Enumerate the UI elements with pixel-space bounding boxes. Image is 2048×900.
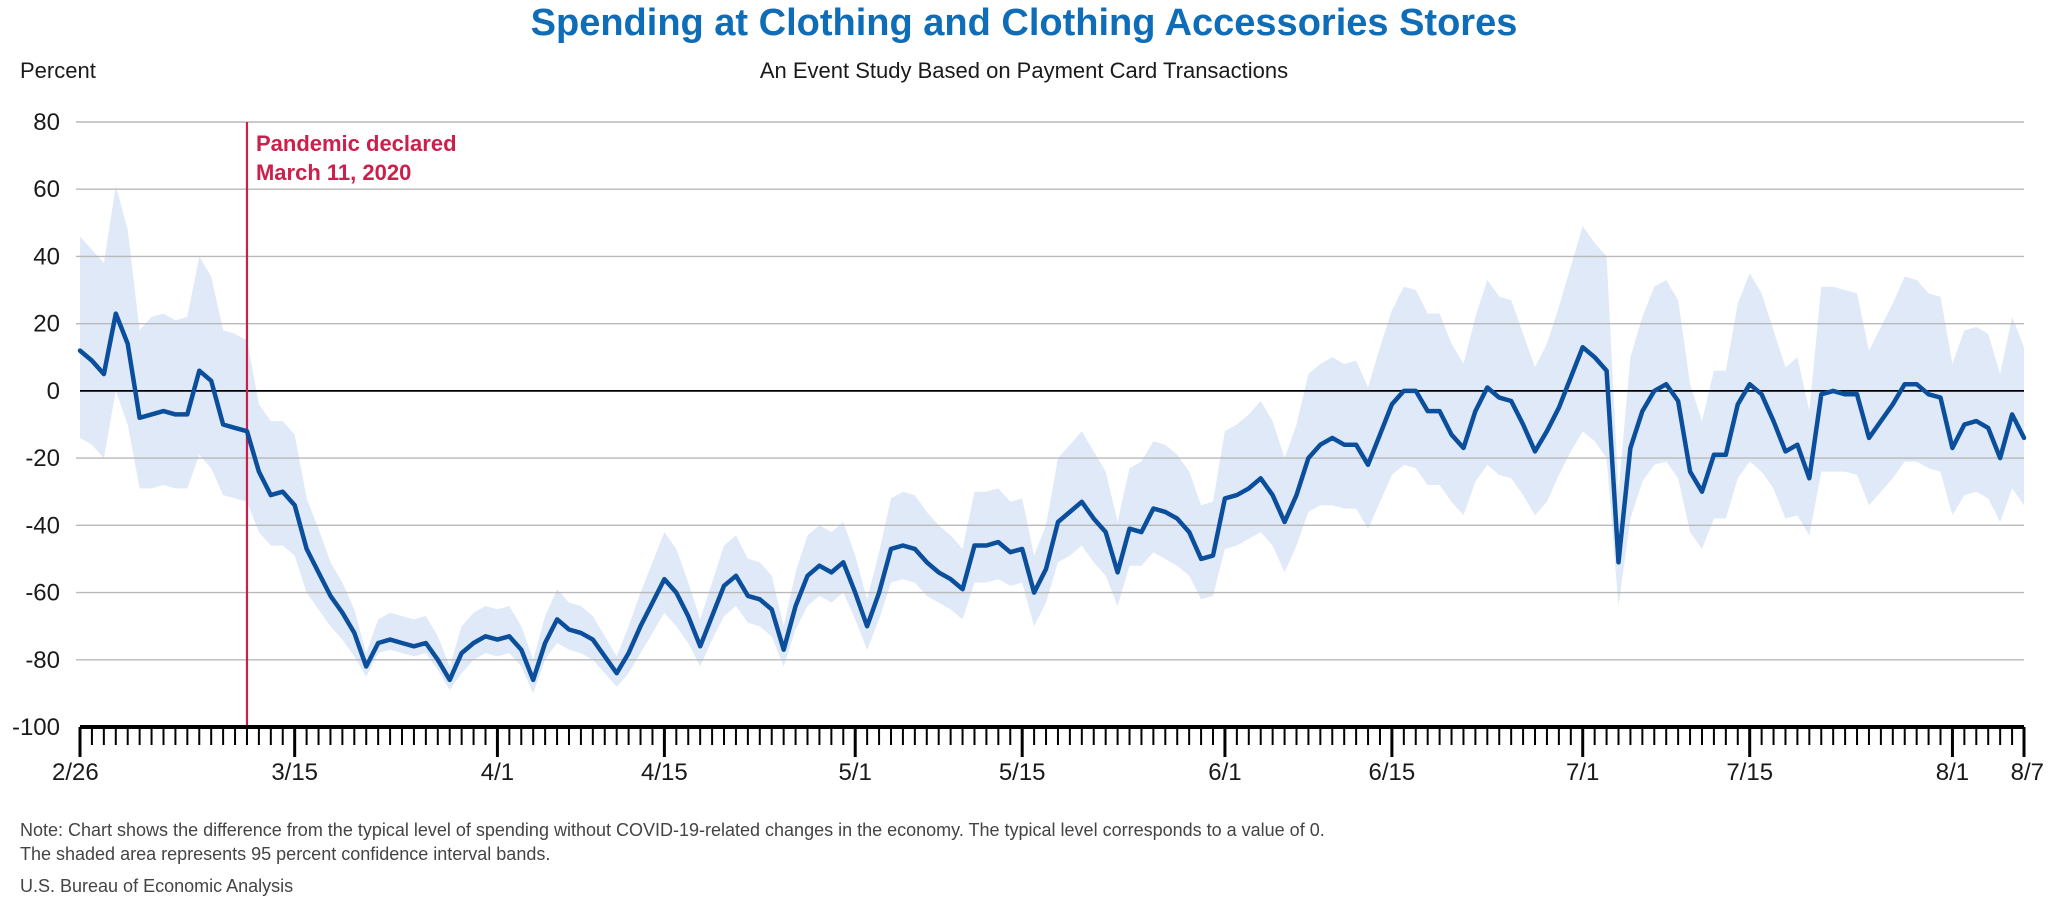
series-line [77, 311, 2027, 683]
annotation-label-line-2: March 11, 2020 [256, 160, 411, 185]
y-tick-label: 0 [47, 378, 60, 405]
y-tick-label: 20 [33, 311, 60, 338]
confidence-band [80, 185, 2024, 694]
y-tick-label: -100 [12, 714, 60, 741]
x-tick-label: 6/1 [1208, 759, 1241, 786]
chart-title: Spending at Clothing and Clothing Access… [530, 2, 1518, 44]
y-tick-label: -40 [25, 512, 60, 539]
x-tick-label: 3/15 [271, 759, 318, 786]
note-line-1: Note: Chart shows the difference from th… [20, 820, 1325, 840]
x-tick-label: 8/7 [2011, 759, 2044, 786]
source-credit: U.S. Bureau of Economic Analysis [20, 876, 294, 896]
y-axis-label: Percent [20, 58, 96, 83]
x-tick-label: 5/1 [839, 759, 872, 786]
y-tick-label: -20 [25, 445, 60, 472]
y-tick-label: 60 [33, 176, 60, 203]
note-line-2: The shaded area represents 95 percent co… [20, 844, 551, 864]
annotation-label-line-1: Pandemic declared [256, 131, 457, 156]
y-tick-label: 40 [33, 243, 60, 270]
y-tick-label: 80 [33, 109, 60, 136]
chart-note: Note: Chart shows the difference from th… [20, 818, 1325, 866]
y-tick-label: -80 [25, 647, 60, 674]
x-tick-label: 7/1 [1566, 759, 1599, 786]
x-tick-label: 2/26 [52, 759, 99, 786]
x-tick-label: 4/15 [641, 759, 688, 786]
x-tick-label: 6/15 [1369, 759, 1416, 786]
x-tick-label: 8/1 [1936, 759, 1969, 786]
x-tick-label: 5/15 [999, 759, 1046, 786]
y-tick-label: -60 [25, 580, 60, 607]
x-tick-label: 4/1 [481, 759, 514, 786]
x-tick-label: 7/15 [1726, 759, 1773, 786]
chart-subtitle: An Event Study Based on Payment Card Tra… [759, 58, 1289, 83]
